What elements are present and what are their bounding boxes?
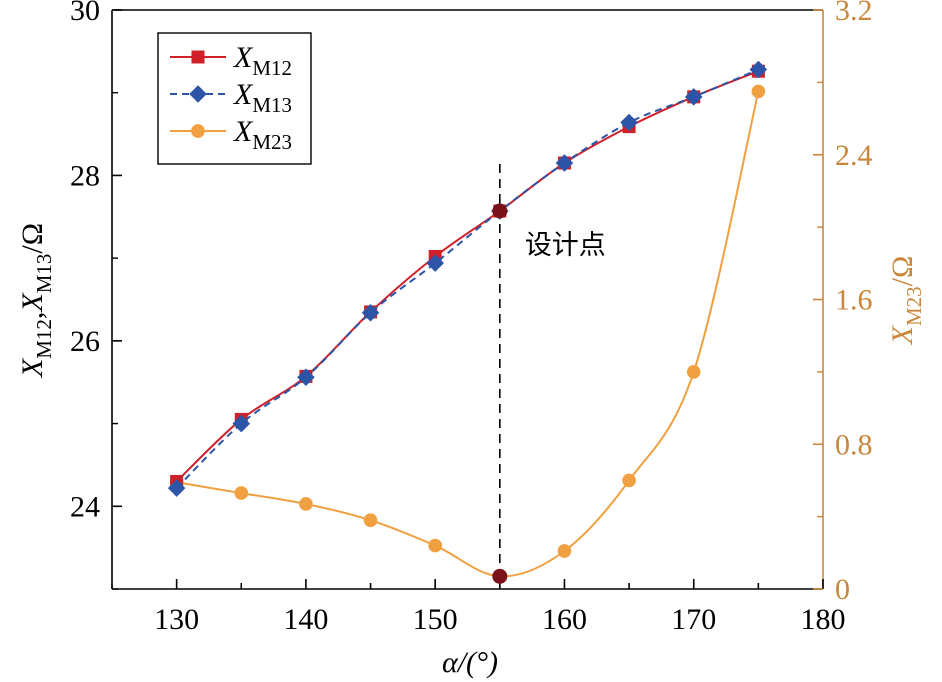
legend-label: XM23 <box>233 115 292 154</box>
data-point-m13 <box>361 303 380 322</box>
x-axis-ticks: 130 140 150 160 170 180 <box>111 579 846 636</box>
data-point-m23 <box>751 84 766 99</box>
data-point-m23 <box>686 365 701 379</box>
series-line-m13 <box>175 68 759 489</box>
legend-label: XM13 <box>233 78 292 117</box>
legend-label-x: X <box>233 41 254 74</box>
data-point-m23 <box>363 513 378 528</box>
y-right-tick-label: 0 <box>835 573 850 606</box>
right-axis-label: XM23/Ω <box>886 256 926 346</box>
legend-marker <box>191 50 205 64</box>
left-axis-label-unit: /Ω <box>16 223 49 254</box>
series-line-m12 <box>175 70 759 483</box>
y-right-tick-label: 3.2 <box>835 0 873 27</box>
y-left-tick-label: 28 <box>70 159 100 192</box>
data-point-m13 <box>297 368 315 387</box>
x-tick-label: 140 <box>283 603 328 636</box>
data-point-m23 <box>428 538 443 553</box>
legend-entry-m12: XM12 <box>170 41 292 80</box>
right-axis-label-x: X <box>886 324 919 345</box>
design-point-label: 设计点 <box>525 230 606 261</box>
left-axis-label: XM12,XM13/Ω <box>16 223 56 378</box>
left-axis-label-x2: X <box>16 292 49 313</box>
legend-marker <box>191 124 205 138</box>
left-axis-ticks: 24 26 28 30 <box>70 0 122 590</box>
legend-entry-m13: XM13 <box>170 78 292 117</box>
legend-label-x: X <box>233 78 254 111</box>
legend-marker <box>189 85 207 103</box>
design-point-marker-right <box>492 568 508 584</box>
x-tick-label: 130 <box>154 603 199 636</box>
legend-entry-m23: XM23 <box>170 115 292 154</box>
legend-label-x: X <box>233 115 254 148</box>
data-point-m13 <box>167 479 186 497</box>
legend-label-sub: M23 <box>252 130 292 154</box>
data-point-m23 <box>557 544 572 558</box>
left-axis-label-sub2: M13 <box>32 254 56 294</box>
legend-label: XM12 <box>233 41 292 80</box>
y-right-tick-label: 0.8 <box>835 428 873 461</box>
y-left-tick-label: 26 <box>70 325 100 358</box>
x-tick-label: 150 <box>413 603 458 636</box>
right-axis-label-unit: /Ω <box>886 256 919 287</box>
x-axis-label: α/(°) <box>442 646 498 679</box>
right-axis-label-sub: M23 <box>902 286 926 326</box>
left-axis-label-sub1: M12 <box>32 319 56 359</box>
design-point-layer: 设计点 <box>492 164 606 589</box>
data-point-m13 <box>749 60 768 79</box>
right-axis-ticks: 0 0.8 1.6 2.4 3.2 <box>813 0 873 606</box>
data-point-m13 <box>620 113 638 132</box>
legend-label-sub: M13 <box>252 93 292 117</box>
y-left-tick-label: 24 <box>70 490 100 523</box>
x-tick-label: 170 <box>671 603 716 636</box>
data-point-m23 <box>622 473 636 488</box>
design-point-marker-left <box>492 203 508 219</box>
y-right-tick-label: 1.6 <box>835 284 873 317</box>
data-point-m13 <box>684 88 703 106</box>
data-point-m13 <box>426 254 444 272</box>
series-layer <box>167 60 768 584</box>
data-point-m23 <box>234 486 249 500</box>
legend-box <box>157 32 312 165</box>
data-point-m23 <box>299 497 313 511</box>
left-axis-label-x1: X <box>16 357 49 378</box>
legend-label-sub: M12 <box>252 56 292 80</box>
x-tick-label: 160 <box>542 603 587 636</box>
left-axis-label-sep: , <box>16 312 49 320</box>
y-right-tick-label: 2.4 <box>835 139 873 172</box>
y-left-tick-label: 30 <box>70 0 100 27</box>
data-point-m13 <box>232 414 251 433</box>
data-point-m13 <box>555 154 574 172</box>
series-m13 <box>167 60 768 497</box>
x-tick-label: 180 <box>801 603 846 636</box>
